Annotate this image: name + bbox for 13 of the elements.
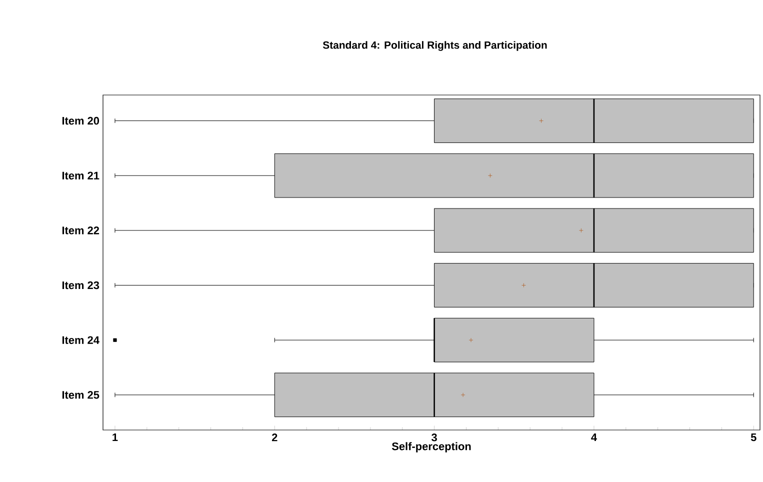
x-tick-label: 5 (750, 434, 756, 442)
y-tick-label: Item 21 (62, 172, 100, 180)
x-tick-label: 4 (591, 434, 597, 442)
x-tick-label: 3 (432, 434, 437, 442)
y-tick-label: Item 23 (62, 281, 100, 290)
x-tick-label: 1 (112, 434, 118, 442)
y-tick-label: Item 22 (62, 226, 100, 234)
y-tick-label: Item 25 (62, 391, 100, 399)
x-axis-title: Self-perception (392, 442, 471, 452)
chart-title: Standard 4: Political Rights and Participation (322, 41, 547, 51)
y-tick-label: Item 20 (62, 116, 100, 125)
y-tick-label: Item 24 (62, 336, 100, 344)
x-tick-label: 2 (272, 434, 278, 442)
